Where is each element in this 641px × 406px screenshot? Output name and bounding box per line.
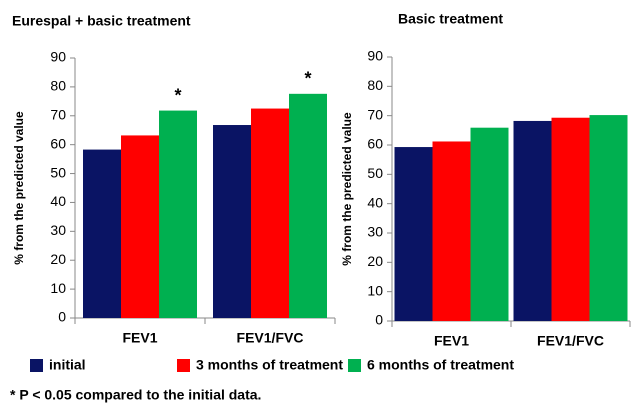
x-tick-label: FEV1/FVC <box>537 333 604 349</box>
y-tick-label: 60 <box>50 135 66 151</box>
y-tick-label: 10 <box>367 282 383 298</box>
y-tick-label: 30 <box>50 222 66 238</box>
y-tick-label: 40 <box>50 193 66 209</box>
legend-swatch <box>348 359 361 372</box>
y-axis-label: % from the predicted value <box>12 111 26 265</box>
y-tick-label: 0 <box>375 312 383 328</box>
y-tick-label: 50 <box>50 164 66 180</box>
y-tick-label: 90 <box>50 49 66 65</box>
bar <box>394 147 433 321</box>
y-tick-label: 80 <box>367 77 383 93</box>
bar <box>251 108 289 318</box>
y-tick-label: 30 <box>367 224 383 240</box>
bar <box>432 141 471 321</box>
x-tick-label: FEV1/FVC <box>237 330 304 346</box>
y-tick-label: 60 <box>367 136 383 152</box>
bar <box>159 110 197 318</box>
bar <box>289 93 327 318</box>
legend-label: 6 months of treatment <box>367 357 514 373</box>
bar <box>589 115 628 321</box>
y-tick-label: 90 <box>367 48 383 64</box>
legend-label: 3 months of treatment <box>196 357 343 373</box>
y-tick-label: 70 <box>367 106 383 122</box>
footnote: * P < 0.05 compared to the initial data. <box>10 387 261 403</box>
y-axis-label: % from the predicted value <box>340 112 354 266</box>
y-tick-label: 50 <box>367 165 383 181</box>
y-tick-label: 40 <box>367 194 383 210</box>
legend-label: initial <box>49 357 86 373</box>
chart-title: Basic treatment <box>398 11 503 27</box>
y-tick-label: 20 <box>50 251 66 267</box>
bar <box>513 120 552 322</box>
annotation: * <box>304 69 311 89</box>
bar <box>470 127 509 322</box>
chart-title: Eurespal + basic treatment <box>12 13 191 29</box>
bar <box>121 135 159 318</box>
bar <box>213 125 251 319</box>
x-tick-label: FEV1 <box>434 333 469 349</box>
annotation: * <box>174 85 181 105</box>
legend-swatch <box>30 359 43 372</box>
y-tick-label: 80 <box>50 78 66 94</box>
legend-swatch <box>177 359 190 372</box>
y-tick-label: 10 <box>50 280 66 296</box>
bar <box>83 149 121 318</box>
y-tick-label: 0 <box>58 309 66 325</box>
y-tick-label: 70 <box>50 106 66 122</box>
y-tick-label: 20 <box>367 253 383 269</box>
bar <box>551 117 590 321</box>
x-tick-label: FEV1 <box>122 330 157 346</box>
